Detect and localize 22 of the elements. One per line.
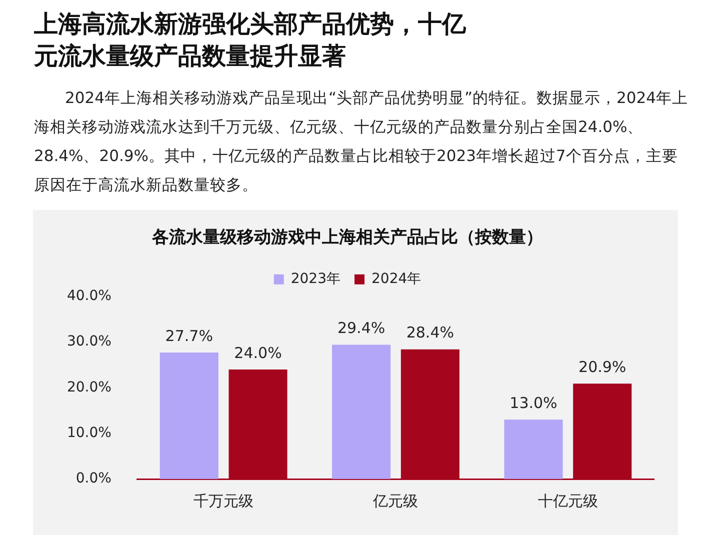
text: 2024年上海相关移动游戏产品呈现出“头部产品优势明显”的特征。数据显示，2024年上海相关移动游戏流水达到千万元级、亿元级、十亿元级的产品数量分别占全国24.0%、28.4%、20.9%。其中，十亿元级的产品数量占比相较于2023年增长超过7个百分点，主要原因在于高流水新品数量较多。 <box>34 88 689 196</box>
data-label: 28.4% <box>406 324 454 342</box>
x-tick-label: 千万元级 <box>194 492 254 510</box>
legend-label: 2024年 <box>372 271 422 288</box>
y-tick-label: 20.0% <box>66 379 112 396</box>
x-tick-label: 亿元级 <box>372 492 418 510</box>
data-label: 29.4% <box>337 319 386 338</box>
y-tick-label: 0.0% <box>76 470 112 487</box>
bar <box>332 344 391 479</box>
y-tick-label: 30.0% <box>66 334 112 350</box>
bar <box>160 352 218 479</box>
legend-label: 2023年 <box>290 271 341 288</box>
data-label: 24.0% <box>234 344 282 362</box>
y-tick-label: 40.0% <box>66 288 112 304</box>
y-tick-label: 10.0% <box>66 424 112 441</box>
chart-title: 各流水量级移动游戏中上海相关产品占比（按数量） <box>151 228 543 248</box>
text: 上海高流水新游强化头部产品优势，十亿元流水量级产品数量提升显著 <box>34 9 467 72</box>
x-tick-label: 十亿元级 <box>538 492 598 510</box>
data-label: 27.7% <box>165 326 213 345</box>
data-label: 20.9% <box>578 358 626 376</box>
bar <box>504 420 563 479</box>
data-label: 13.0% <box>510 394 558 412</box>
